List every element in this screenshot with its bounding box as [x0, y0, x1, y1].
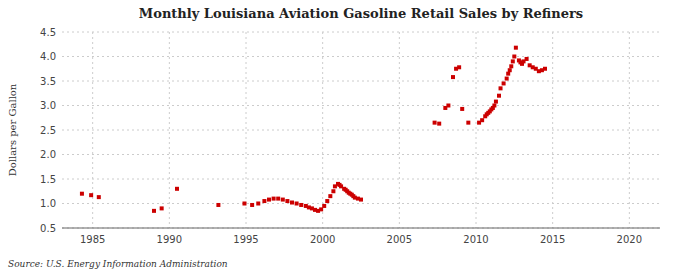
point: [272, 197, 276, 201]
point: [290, 201, 294, 205]
x-axis-line: [62, 228, 660, 229]
point: [508, 68, 512, 72]
x-tick-label: 2015: [540, 234, 565, 245]
point: [331, 189, 335, 193]
point: [250, 203, 254, 207]
y-tick-label: 1.0: [40, 198, 56, 209]
point: [499, 86, 503, 90]
x-grid-line: [629, 32, 630, 228]
chart: Monthly Louisiana Aviation Gasoline Reta…: [0, 0, 675, 275]
point: [512, 55, 516, 59]
point: [285, 199, 289, 203]
point: [276, 197, 280, 201]
point: [325, 199, 329, 203]
source-note: Source: U.S. Energy Information Administ…: [8, 259, 228, 269]
x-grid-line: [552, 32, 553, 228]
point: [437, 122, 441, 126]
point: [299, 203, 303, 207]
y-grid-line: [62, 203, 660, 204]
points: [80, 46, 547, 213]
x-grid-line: [476, 32, 477, 228]
point: [492, 104, 496, 108]
y-grid-line: [62, 130, 660, 131]
point: [175, 187, 179, 191]
point: [216, 203, 220, 207]
point: [80, 192, 84, 196]
y-tick-label: 3.5: [40, 76, 56, 87]
point: [502, 81, 506, 85]
point: [451, 75, 455, 79]
x-grid-line: [92, 32, 93, 228]
point: [460, 107, 464, 111]
point: [262, 199, 266, 203]
point: [543, 67, 547, 71]
point: [267, 198, 271, 202]
x-tick-label: 1995: [233, 234, 258, 245]
point: [359, 198, 363, 202]
y-tick-label: 0.5: [40, 223, 56, 234]
point: [497, 94, 501, 98]
y-grid-line: [62, 228, 660, 229]
x-tick-label: 2000: [310, 234, 335, 245]
x-tick-label: 2010: [463, 234, 488, 245]
tick-labels: 0.5 1.0 1.5 2.0 2.5 3.0 3.5 4.0 4.5 1985 1990 1995 2…: [40, 27, 642, 246]
point: [511, 59, 515, 63]
title: Monthly Louisiana Aviation Gasoline Reta…: [139, 6, 583, 21]
x-grid-line: [169, 32, 170, 228]
x-tick-label: 2020: [617, 234, 642, 245]
point: [494, 100, 498, 104]
point: [505, 77, 509, 81]
x-tick-label: 2005: [387, 234, 412, 245]
y-grid-line: [62, 179, 660, 180]
point: [525, 57, 529, 61]
point: [152, 209, 156, 213]
point: [295, 202, 299, 206]
y-tick-label: 3.0: [40, 100, 56, 111]
point: [281, 198, 285, 202]
y-grid-line: [62, 154, 660, 155]
x-grid-line: [246, 32, 247, 228]
grid: [62, 32, 660, 228]
x-grid-line: [322, 32, 323, 228]
point: [160, 206, 164, 210]
point: [328, 194, 332, 198]
point: [319, 207, 323, 211]
y-tick-label: 1.5: [40, 174, 56, 185]
point: [89, 193, 93, 197]
point: [446, 104, 450, 108]
y-tick-label: 4.0: [40, 51, 56, 62]
y-grid-line: [62, 81, 660, 82]
point: [514, 46, 518, 50]
y-grid-line: [62, 56, 660, 57]
point: [457, 65, 461, 69]
point: [97, 195, 101, 199]
x-grid-line: [399, 32, 400, 228]
point: [466, 121, 470, 125]
point: [242, 202, 246, 206]
point: [506, 72, 510, 76]
y-grid-line: [62, 32, 660, 33]
point: [480, 118, 484, 122]
y-tick-label: 4.5: [40, 27, 56, 38]
x-tick-label: 1990: [157, 234, 182, 245]
x-tick-label: 1985: [80, 234, 105, 245]
y-tick-label: 2.0: [40, 149, 56, 160]
point: [322, 204, 326, 208]
y-tick-label: 2.5: [40, 125, 56, 136]
y-axis-label: Dollars per Gallon: [7, 83, 18, 176]
point: [256, 202, 260, 206]
point: [433, 121, 437, 125]
point: [509, 64, 513, 68]
y-grid-line: [62, 105, 660, 106]
